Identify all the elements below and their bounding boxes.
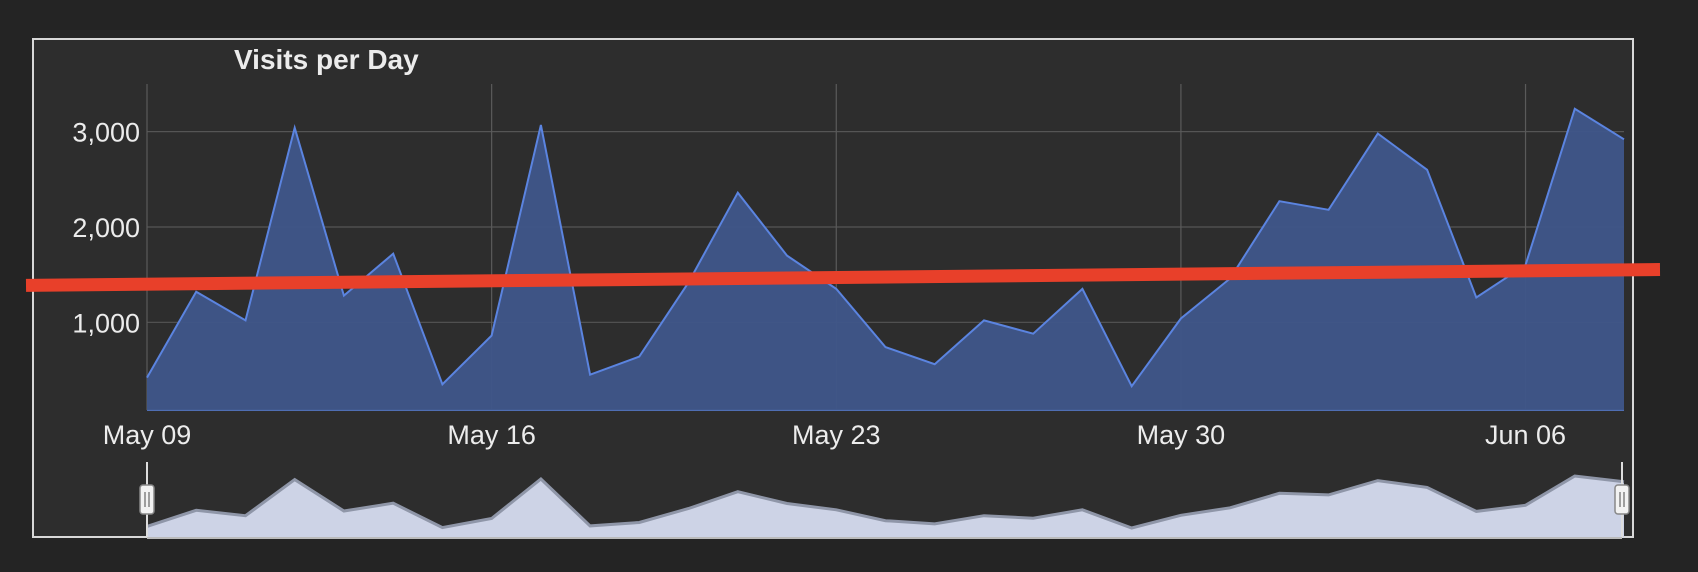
data-point[interactable] [636, 354, 642, 360]
data-point[interactable] [439, 381, 445, 387]
data-point[interactable] [883, 344, 889, 350]
data-point[interactable] [1572, 106, 1578, 112]
x-tick-label: May 09 [103, 420, 192, 450]
data-point[interactable] [1375, 131, 1381, 137]
chart-title: Visits per Day [234, 44, 419, 75]
data-point[interactable] [1326, 207, 1332, 213]
data-point[interactable] [784, 253, 790, 259]
data-point[interactable] [735, 190, 741, 196]
data-point[interactable] [1079, 286, 1085, 292]
y-tick-label: 2,000 [72, 213, 140, 243]
x-tick-label: May 30 [1137, 420, 1226, 450]
data-point[interactable] [932, 361, 938, 367]
data-point[interactable] [1276, 198, 1282, 204]
data-point[interactable] [538, 122, 544, 128]
data-point[interactable] [1621, 136, 1627, 142]
range-navigator[interactable] [139, 462, 1630, 539]
data-point[interactable] [390, 251, 396, 257]
x-tick-label: May 23 [792, 420, 881, 450]
x-tick-label: Jun 06 [1485, 420, 1566, 450]
visits-line [146, 107, 1625, 389]
data-point[interactable] [144, 375, 150, 381]
data-point[interactable] [242, 317, 248, 323]
navigator-right-handle[interactable] [1614, 484, 1630, 515]
visits-area [147, 108, 1624, 411]
x-axis-ticks: May 09 May 16 May 23 May 30 Jun 06 [103, 420, 1566, 450]
trend-line [25, 263, 1661, 292]
data-point[interactable] [341, 293, 347, 299]
data-point[interactable] [981, 317, 987, 323]
navigator-area [147, 476, 1624, 538]
data-point[interactable] [1178, 315, 1184, 321]
y-axis-ticks: 1,000 2,000 3,000 [72, 118, 140, 339]
y-tick-label: 1,000 [72, 308, 140, 338]
x-tick-label: May 16 [447, 420, 536, 450]
data-point[interactable] [833, 286, 839, 292]
navigator-line [146, 474, 1625, 530]
data-point[interactable] [292, 125, 298, 131]
data-point[interactable] [587, 372, 593, 378]
y-tick-label: 3,000 [72, 118, 140, 148]
data-point[interactable] [1473, 295, 1479, 301]
data-point[interactable] [1129, 383, 1135, 389]
data-point[interactable] [1424, 167, 1430, 173]
navigator-left-handle[interactable] [139, 484, 155, 515]
data-point[interactable] [1030, 331, 1036, 337]
data-point[interactable] [489, 333, 495, 339]
chart-frame: 1,000 2,000 3,000 May 09 May 16 May 23 May 30… [25, 38, 1661, 539]
